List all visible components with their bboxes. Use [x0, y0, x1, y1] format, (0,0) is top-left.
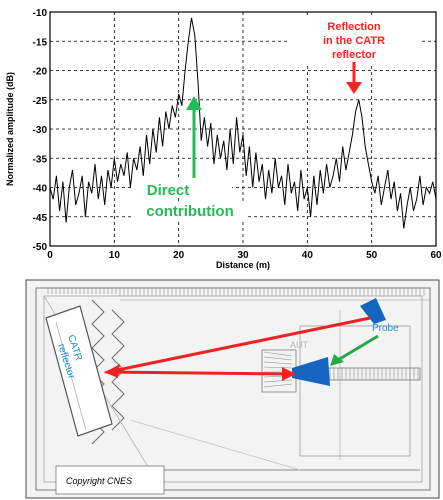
annotation-reflection-line3: reflector	[332, 49, 377, 61]
y-tick-label: -10	[33, 8, 48, 19]
cone-line	[263, 379, 293, 383]
copyright-box	[55, 465, 165, 495]
probe-to-aut-arrow-shaft	[337, 334, 379, 362]
x-tick-label: 50	[366, 250, 378, 261]
y-tick-label: -50	[33, 242, 48, 253]
aut-absorber-cone	[263, 351, 293, 388]
absorber-hatching	[47, 288, 425, 296]
aut-antenna	[292, 357, 330, 386]
chart-ticks: 0 10 20 30 40 50 60 -10 -15 -20 -25 -30 -35 -40 -45 -50	[33, 8, 442, 261]
ray-reflector-to-aut	[107, 370, 291, 376]
ray-reflector-to-aut-arrowhead-left	[104, 366, 118, 378]
annotation-reflection-bg	[290, 18, 420, 64]
cone-line	[263, 366, 293, 369]
chamber-diagram: CATR reflector AUT Probe Copyright CNES	[25, 279, 440, 499]
annotation-reflection-line2: in the CATR	[323, 35, 385, 47]
cone-line	[263, 351, 293, 357]
annotation-direct-bg1	[134, 180, 232, 196]
aut-label: AUT	[290, 340, 309, 350]
x-tick-label: 60	[430, 250, 442, 261]
cone-line	[263, 383, 293, 388]
y-tick-label: -30	[33, 125, 48, 136]
y-tick-label: -35	[33, 154, 48, 165]
ray-reflector-to-aut-arrowhead-right	[282, 367, 296, 381]
annotation-direct-arrowhead	[186, 96, 202, 110]
y-tick-label: -45	[33, 213, 48, 224]
chamber-inner-wall	[43, 295, 423, 483]
structure-line-4	[129, 419, 301, 471]
annotation-direct-line2: contribution	[146, 203, 233, 220]
x-tick-label: 10	[109, 250, 121, 261]
y-tick-label: -40	[33, 184, 48, 195]
y-tick-label: -25	[33, 96, 48, 107]
annotation-direct-bg2	[134, 202, 246, 221]
x-tick-label: 30	[237, 250, 249, 261]
chart: 0 10 20 30 40 50 60 -10 -15 -20 -25 -30 -35 -40 -45 -50…	[5, 8, 442, 270]
catr-reflector	[45, 305, 113, 437]
chart-grid	[50, 12, 436, 246]
probe-antenna	[360, 298, 386, 324]
copyright-text: Copyright CNES	[66, 476, 132, 486]
cone-line	[263, 356, 293, 361]
x-axis-label: Distance (m)	[216, 260, 270, 270]
probe-room-outline	[299, 325, 411, 457]
chamber-outer-wall	[35, 287, 431, 491]
y-tick-label: -15	[33, 37, 48, 48]
cone-line	[263, 361, 293, 365]
y-axis-label: Normalized amplitude (dB)	[5, 72, 15, 186]
series-line	[49, 17, 437, 229]
annotation-reflection-line1: Reflection	[327, 21, 380, 33]
probe-label: Probe	[372, 323, 399, 334]
probe-to-aut-arrowhead	[330, 354, 344, 366]
x-tick-label: 40	[302, 250, 314, 261]
y-tick-label: -20	[33, 67, 48, 78]
catr-reflector-inner-line	[55, 321, 87, 431]
x-tick-label: 20	[173, 250, 185, 261]
annotation-direct-line1: Direct	[147, 182, 190, 199]
ray-probe-to-reflector	[107, 316, 371, 374]
annotation-direct: Direct contribution	[134, 96, 246, 221]
plot-frame	[49, 11, 437, 247]
annotation-reflection: Reflection in the CATR reflector	[290, 18, 420, 94]
aut-positioner	[261, 349, 297, 393]
annotation-reflection-arrowhead	[346, 82, 362, 94]
x-tick-label: 0	[47, 250, 53, 261]
